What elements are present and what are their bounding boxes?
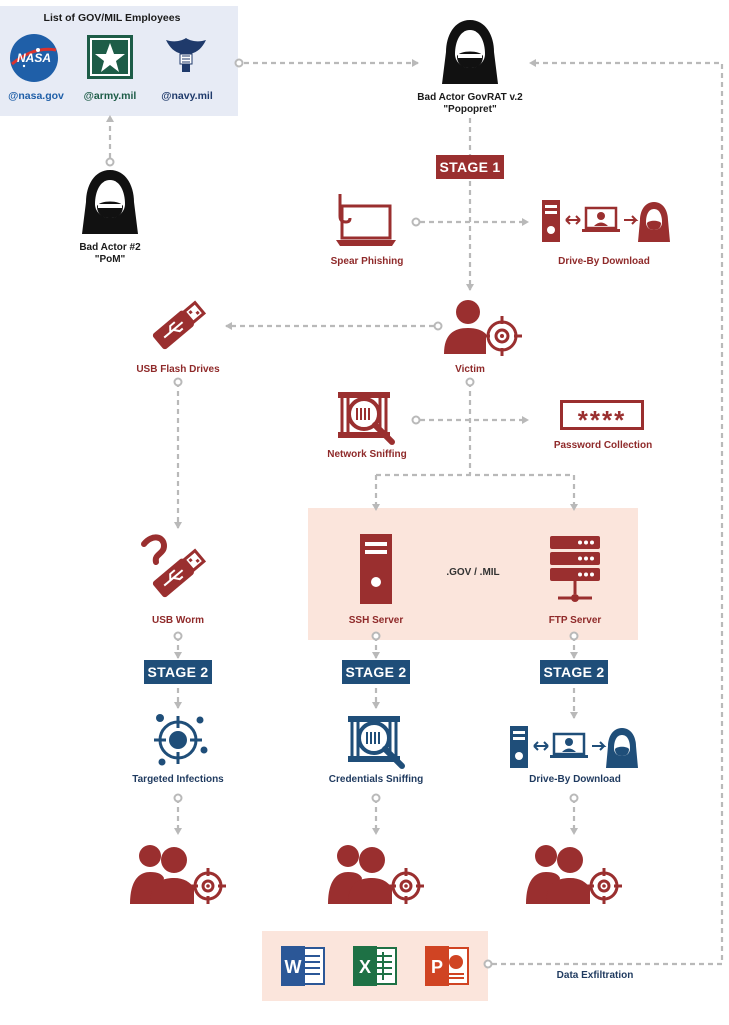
- bad-actor-2-alias: "PoM": [94, 254, 126, 265]
- excel-letter: X: [359, 957, 371, 977]
- drive-by-download-icon: [508, 724, 642, 775]
- ftp-server-icon: [548, 534, 602, 611]
- word-document-icon: W: [280, 944, 326, 993]
- stage-2-badge-right: STAGE 2: [540, 660, 608, 684]
- domain-nasa: @nasa.gov: [8, 90, 64, 102]
- hooded-hacker-icon: [438, 18, 502, 93]
- powerpoint-presentation-icon: P: [424, 944, 470, 993]
- victim-target-icon: [442, 296, 522, 363]
- network-sniffing-icon: [334, 388, 400, 451]
- data-exfiltration-label: Data Exfiltration: [556, 970, 634, 981]
- victim-label: Victim: [455, 364, 485, 375]
- network-sniffing-label: Network Sniffing: [327, 449, 407, 460]
- army-logo-icon: [86, 34, 134, 85]
- password-field-icon: ****: [560, 400, 644, 430]
- gov-mil-label: .GOV / .MIL: [446, 567, 500, 578]
- usb-flash-drives-label: USB Flash Drives: [136, 364, 220, 375]
- drive-by-download-bottom-label: Drive-By Download: [529, 774, 621, 785]
- usb-worm-label: USB Worm: [151, 615, 205, 626]
- usb-worm-icon: [138, 532, 212, 613]
- employees-title: List of GOV/MIL Employees: [43, 12, 181, 24]
- powerpoint-letter: P: [431, 957, 443, 977]
- credentials-sniffing-label: Credentials Sniffing: [328, 774, 424, 785]
- victim-group-icon: [326, 842, 426, 911]
- credentials-sniffing-icon: [344, 712, 410, 775]
- nasa-logo-text: NASA: [17, 51, 51, 65]
- stage-2-badge-left: STAGE 2: [144, 660, 212, 684]
- excel-spreadsheet-icon: X: [352, 944, 398, 993]
- domain-army: @army.mil: [83, 90, 137, 102]
- drive-by-download-icon: [540, 198, 674, 249]
- spear-phishing-label: Spear Phishing: [330, 256, 404, 267]
- bad-actor-2-name: Bad Actor #2: [79, 242, 141, 253]
- usb-drive-icon: [146, 296, 210, 361]
- domain-navy: @navy.mil: [161, 90, 213, 102]
- bad-actor-1-alias: "Popopret": [443, 104, 497, 115]
- nasa-logo-icon: NASA: [8, 32, 60, 89]
- word-letter: W: [285, 957, 302, 977]
- targeted-infection-icon: [150, 708, 210, 773]
- bad-actor-1-name: Bad Actor GovRAT v.2: [417, 92, 523, 103]
- drive-by-download-top-label: Drive-By Download: [558, 256, 650, 267]
- stage-2-badge-center: STAGE 2: [342, 660, 410, 684]
- victim-group-icon: [524, 842, 624, 911]
- ftp-server-label: FTP Server: [548, 615, 602, 626]
- ssh-server-icon: [358, 532, 394, 611]
- stage-1-badge: STAGE 1: [436, 155, 504, 179]
- laptop-phishing-icon: [334, 192, 398, 253]
- victim-group-icon: [128, 842, 228, 911]
- password-collection-label: Password Collection: [553, 440, 653, 451]
- targeted-infections-label: Targeted Infections: [132, 774, 224, 785]
- navy-logo-icon: [162, 32, 210, 85]
- ssh-server-label: SSH Server: [348, 615, 404, 626]
- hooded-hacker-icon: [78, 168, 142, 243]
- connector-victim-down: [376, 382, 574, 477]
- connector-exfiltration: [492, 59, 724, 966]
